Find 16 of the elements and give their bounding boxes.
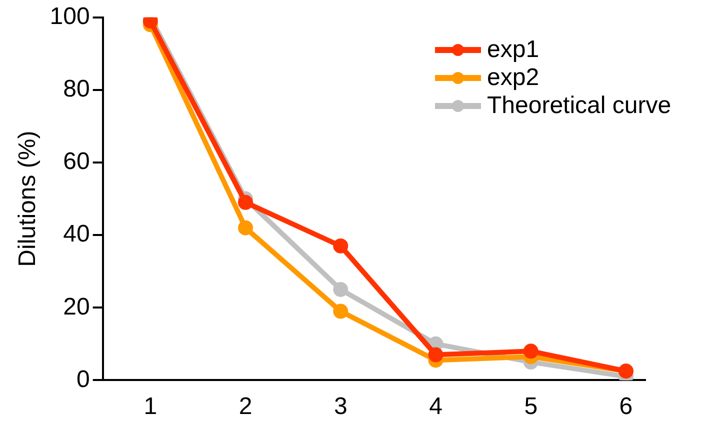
legend-label: Theoretical curve bbox=[487, 92, 672, 120]
legend-label: exp2 bbox=[487, 64, 540, 92]
y-tick-label: 80 bbox=[63, 76, 90, 103]
y-axis-title: Dilutions (%) bbox=[14, 130, 42, 267]
y-tick-label: 0 bbox=[76, 366, 90, 393]
legend-label: exp1 bbox=[487, 36, 540, 64]
y-tick-label: 100 bbox=[50, 3, 90, 30]
y-tick-label: 40 bbox=[63, 220, 90, 248]
y-tick-label: 60 bbox=[63, 148, 90, 176]
x-tick-label: 4 bbox=[429, 393, 442, 420]
x-tick-label: 6 bbox=[619, 393, 633, 420]
x-tick-label: 5 bbox=[524, 393, 538, 420]
x-tick-label: 3 bbox=[334, 393, 348, 420]
y-tick-label: 20 bbox=[63, 293, 90, 320]
x-tick-label: 2 bbox=[238, 393, 252, 420]
x-tick-label: 1 bbox=[144, 393, 158, 420]
